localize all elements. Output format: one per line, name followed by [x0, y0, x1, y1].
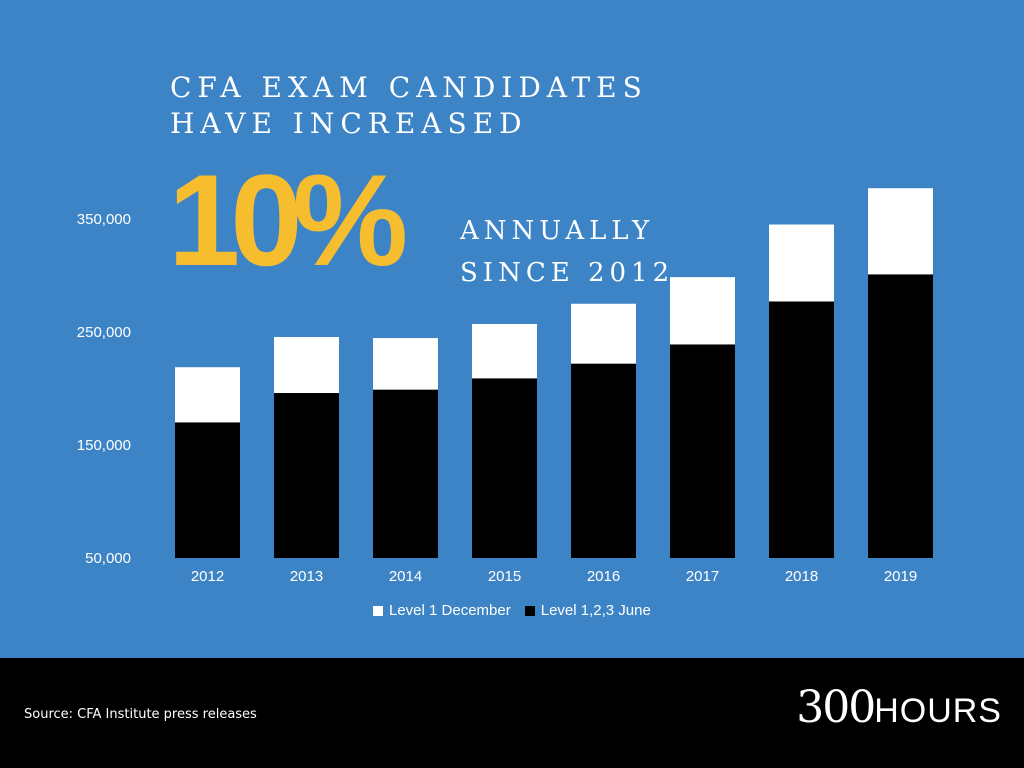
bar-june-segment: [274, 393, 339, 558]
y-tick-label: 250,000: [77, 324, 131, 341]
bar-june-segment: [868, 274, 933, 558]
footer: Source: CFA Institute press releases 300…: [0, 658, 1024, 768]
y-tick-label: 50,000: [85, 550, 131, 567]
brand-logo: 300HOURS: [796, 682, 1002, 733]
bar-june-segment: [472, 378, 537, 558]
bar-chart: 50,000 150,000 250,000 350,000 168,826 2012 19…: [77, 188, 933, 585]
legend-swatch-december: [373, 605, 383, 616]
bar-june-segment: [670, 344, 735, 558]
bar-total-label: 224,997: [576, 327, 630, 344]
big-stat: 10%: [168, 147, 408, 293]
subline-line-2: SINCE 2012: [460, 258, 675, 288]
x-tick-label: 2017: [686, 568, 719, 585]
legend-swatch-june: [524, 605, 535, 616]
source-note: Source: CFA Institute press releases: [24, 707, 257, 722]
bar-december-segment: [571, 303, 636, 364]
bar-december-segment: [472, 324, 537, 379]
brand-word: HOURS: [874, 692, 1002, 730]
legend-item-june: Level 1,2,3 June: [524, 602, 651, 619]
bar-total-label: 248,542: [675, 301, 729, 318]
brand-number: 300: [796, 682, 876, 733]
subline: ANNUALLY SINCE 2012: [460, 210, 674, 294]
chart-legend: Level 1 December Level 1,2,3 June: [373, 602, 665, 619]
bar-june-segment: [769, 301, 834, 558]
bar-total-label: 168,826: [180, 391, 234, 408]
bar-june-segment: [175, 422, 240, 558]
bar-december-segment: [274, 336, 339, 394]
headline-line-2: HAVE INCREASED: [170, 107, 528, 140]
x-tick-label: 2012: [191, 568, 224, 585]
bar-december-segment: [868, 188, 933, 275]
x-tick-label: 2019: [884, 568, 917, 585]
y-tick-label: 150,000: [77, 437, 131, 454]
y-tick-label: 350,000: [77, 211, 131, 228]
bar-june-segment: [373, 389, 438, 558]
x-tick-label: 2013: [290, 568, 323, 585]
legend-label-december: Level 1 December: [389, 602, 511, 619]
bar-total-label: 295,117: [775, 248, 828, 265]
headline-line-1: CFA EXAM CANDIDATES: [170, 71, 648, 104]
bar-total-label: 195,586: [279, 360, 333, 377]
bar-december-segment: [373, 338, 438, 390]
x-tick-label: 2014: [389, 568, 422, 585]
x-tick-label: 2016: [587, 568, 620, 585]
headline: CFA EXAM CANDIDATES HAVE INCREASED: [170, 70, 648, 142]
bar-june-segment: [571, 363, 636, 558]
bar-total-label: 327,245: [873, 212, 927, 229]
legend-label-june: Level 1,2,3 June: [540, 602, 651, 619]
bar-december-segment: [670, 277, 735, 345]
bar-total-label: 207,064: [477, 348, 531, 365]
legend-item-december: Level 1 December: [373, 602, 511, 619]
bar-total-label: 194,620: [378, 362, 432, 379]
x-tick-label: 2015: [488, 568, 521, 585]
bar-december-segment: [175, 367, 240, 423]
subline-line-1: ANNUALLY: [460, 216, 655, 246]
bar-december-segment: [769, 224, 834, 302]
x-tick-label: 2018: [785, 568, 818, 585]
